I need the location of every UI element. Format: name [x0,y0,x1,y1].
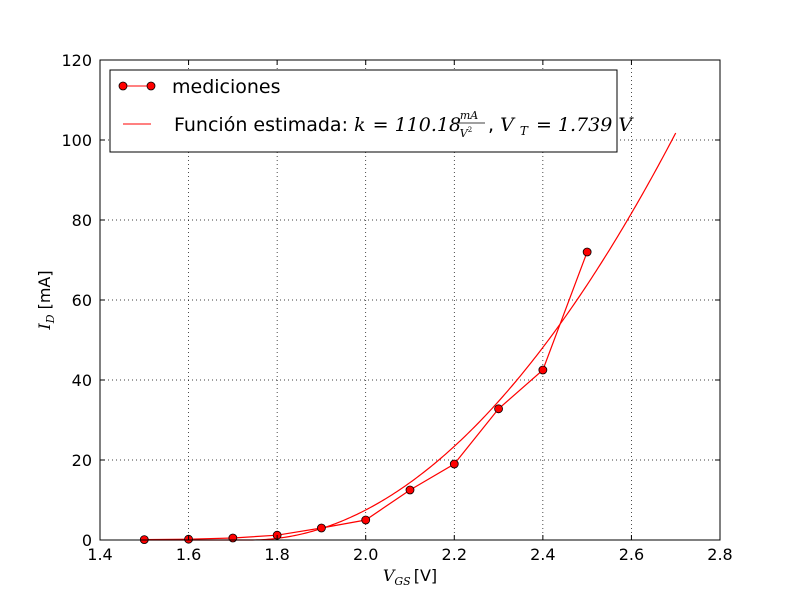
x-axis-label: VGS [V] [383,566,437,588]
legend: mediciones Función estimada: k = 110.18 … [109,69,634,153]
x-tick-label: 1.4 [87,545,112,564]
legend-vt-symbol: V [500,114,516,136]
x-tick-label: 1.6 [176,545,201,564]
y-tick-label: 80 [72,211,92,230]
legend-vt-value: 1.739 [558,114,612,136]
legend-vt-subscript: T [520,124,529,138]
svg-text:V2: V2 [460,126,472,140]
legend-k-symbol: k [354,114,366,136]
mediciones-point [361,515,371,525]
mediciones-point [494,404,503,414]
y-tick-label: 20 [72,451,92,470]
y-axis-unit: [mA] [35,270,54,309]
legend-box [109,69,618,153]
legend-k-value: 110.18 [395,114,461,136]
axis-ticks: 1.4 1.6 1.8 2.0 2.2 2.4 2.6 2.8 0 20 40 60 80 100 120 [61,51,732,564]
legend-k-unit-den-exp: 2 [468,126,472,134]
y-tick-label: 100 [61,131,92,150]
x-axis-symbol: V [383,566,396,585]
y-axis-label: ID [mA] [35,270,57,330]
mediciones-point [582,247,592,257]
legend-label-mediciones: mediciones [172,76,281,98]
legend-vt-unit: V [618,114,634,136]
x-tick-label: 2.2 [442,545,467,564]
x-axis-unit: [V] [414,566,437,585]
x-tick-label: 2.0 [353,545,378,564]
legend-k-unit-den: V [460,127,469,140]
y-tick-label: 120 [61,51,92,70]
legend-marker-mediciones [146,81,156,91]
mediciones-point [317,523,326,533]
mediciones-point [405,485,415,495]
mediciones-point [538,365,548,375]
x-tick-label: 1.8 [264,545,289,564]
x-tick-label: 2.4 [530,545,555,564]
y-tick-label: 0 [82,531,92,550]
y-tick-label: 40 [72,371,92,390]
y-axis-symbol: I [35,323,54,331]
x-tick-label: 2.6 [619,545,644,564]
mediciones-point [449,459,459,469]
y-axis-subscript: D [44,314,57,324]
legend-vt-text: , V T = 1.739 V [488,114,634,140]
x-axis-subscript: GS [394,575,411,588]
legend-k-unit-fraction: mA V2 [454,109,485,140]
legend-funcion-prefix: Función estimada: [174,114,354,136]
legend-separator: , [488,114,500,136]
legend-marker-mediciones [118,81,128,91]
mediciones-point [228,533,238,543]
legend-k-unit-num: mA [460,109,478,122]
y-tick-label: 60 [72,291,92,310]
x-tick-label: 2.8 [707,545,732,564]
legend-label-funcion-estimada: Función estimada: k = 110.18 [174,114,461,136]
